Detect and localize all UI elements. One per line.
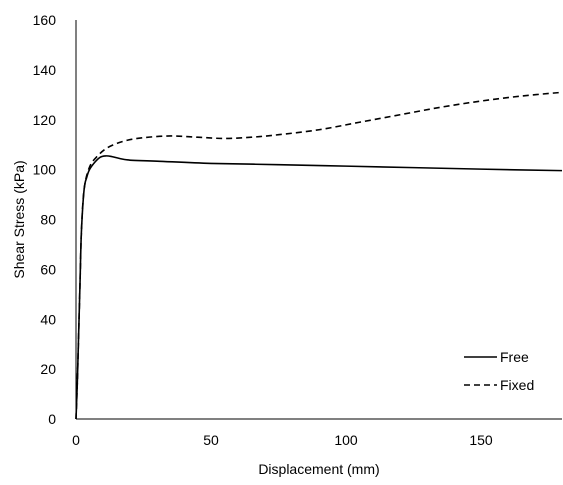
x-tick-label-0: 0: [72, 432, 80, 448]
y-tick-label-160: 160: [33, 12, 57, 28]
x-axis-tick-labels: 0 50 100 150: [72, 432, 493, 448]
x-axis-title: Displacement (mm): [258, 461, 379, 477]
y-axis-tick-labels: 0 20 40 60 80 100 120 140 160: [33, 12, 57, 427]
series-line-free: [75, 155, 563, 420]
series-line-fixed: [75, 91, 563, 420]
x-tick-label-50: 50: [203, 432, 219, 448]
y-tick-label-0: 0: [48, 411, 56, 427]
y-tick-label-120: 120: [33, 112, 57, 128]
y-tick-label-100: 100: [33, 162, 57, 178]
y-tick-label-60: 60: [40, 261, 56, 277]
y-tick-label-20: 20: [40, 361, 56, 377]
x-tick-label-150: 150: [469, 432, 493, 448]
legend-label-fixed: Fixed: [500, 377, 534, 393]
legend: Free Fixed: [464, 349, 534, 393]
y-axis-title: Shear Stress (kPa): [11, 160, 27, 278]
x-tick-label-100: 100: [334, 432, 358, 448]
series-layer: [75, 91, 563, 420]
y-tick-label-140: 140: [33, 62, 57, 78]
y-tick-label-40: 40: [40, 311, 56, 327]
y-tick-label-80: 80: [40, 212, 56, 228]
legend-label-free: Free: [500, 349, 529, 365]
